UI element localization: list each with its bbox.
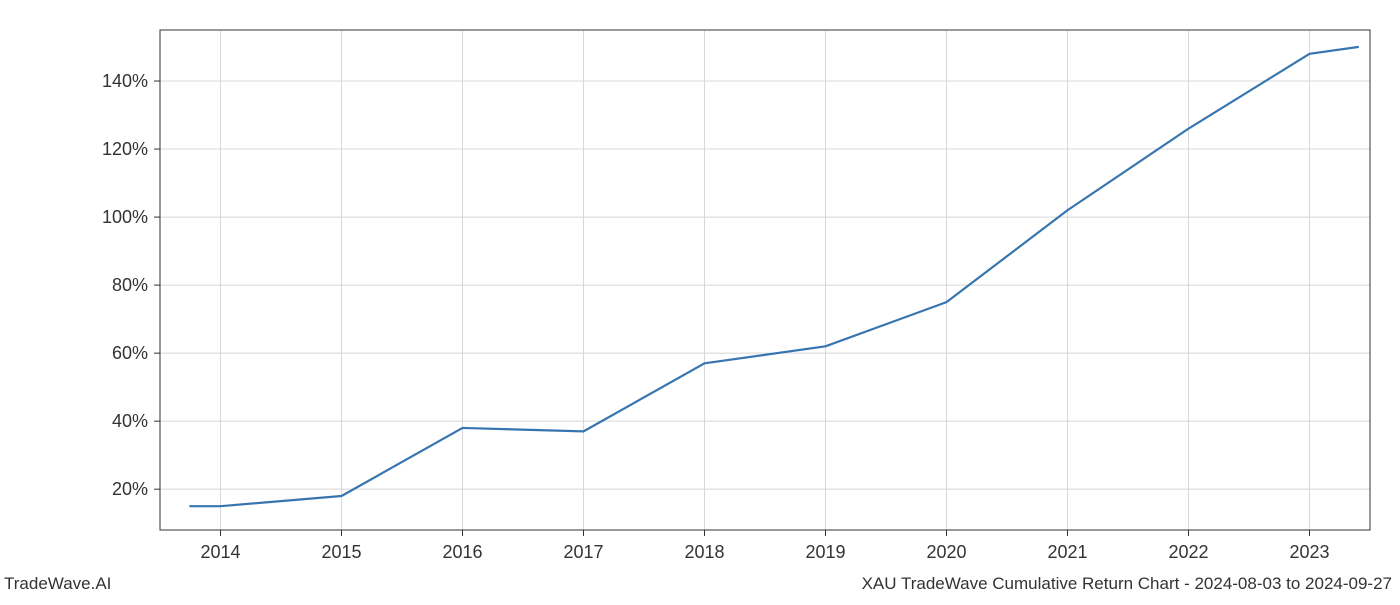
- svg-text:2014: 2014: [200, 542, 240, 562]
- svg-text:80%: 80%: [112, 275, 148, 295]
- svg-text:2020: 2020: [926, 542, 966, 562]
- svg-text:2016: 2016: [442, 542, 482, 562]
- svg-text:2019: 2019: [805, 542, 845, 562]
- svg-text:2017: 2017: [563, 542, 603, 562]
- svg-text:40%: 40%: [112, 411, 148, 431]
- svg-text:2023: 2023: [1289, 542, 1329, 562]
- svg-text:2015: 2015: [321, 542, 361, 562]
- footer-right-text: XAU TradeWave Cumulative Return Chart - …: [862, 574, 1392, 594]
- svg-text:20%: 20%: [112, 479, 148, 499]
- svg-text:140%: 140%: [102, 71, 148, 91]
- svg-text:60%: 60%: [112, 343, 148, 363]
- footer: TradeWave.AI XAU TradeWave Cumulative Re…: [0, 574, 1400, 594]
- footer-left-text: TradeWave.AI: [4, 574, 111, 594]
- line-chart: 2014 2015 2016 2017 2018 2019 2020 2021 2022 2023…: [0, 0, 1400, 600]
- svg-text:2022: 2022: [1168, 542, 1208, 562]
- chart-container: 2014 2015 2016 2017 2018 2019 2020 2021 2022 2023…: [0, 0, 1400, 600]
- svg-text:120%: 120%: [102, 139, 148, 159]
- svg-text:100%: 100%: [102, 207, 148, 227]
- svg-text:2018: 2018: [684, 542, 724, 562]
- svg-text:2021: 2021: [1047, 542, 1087, 562]
